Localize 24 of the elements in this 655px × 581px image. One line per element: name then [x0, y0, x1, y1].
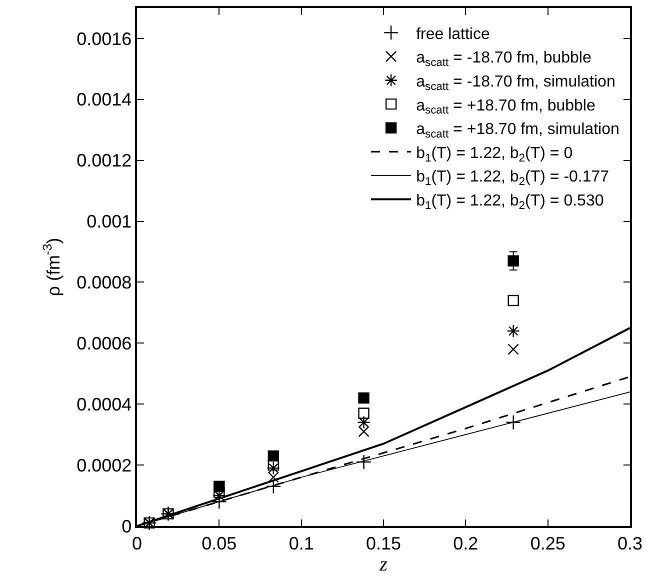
x-tick-label: 0.3: [617, 533, 643, 554]
x-axis-title: z: [378, 553, 388, 576]
legend-label: a$_{scatt}$ = +18.70 fm, bubble: [416, 97, 596, 117]
legend-label: b$_{1}$(T) = 1.22, b$_{2}$(T) = 0: [416, 144, 573, 164]
legend-label: a$_{scatt}$ = +18.70 fm, simulation: [416, 121, 620, 140]
legend-label: b$_{1}$(T) = 1.22, b$_{2}$(T) = 0.530: [416, 192, 604, 212]
y-tick-label: 0.0016: [76, 28, 132, 49]
y-tick-label: 0.0002: [76, 455, 132, 476]
y-tick-label: 0.0012: [76, 150, 132, 171]
y-tick-label: 0.0014: [76, 90, 132, 110]
y-tick-label: 0.001: [86, 212, 132, 232]
legend-label: b$_{1}$(T) = 1.22, b$_{2}$(T) = -0.177: [416, 168, 610, 188]
x-tick-label: 0.25: [530, 533, 566, 554]
x-tick-label: 0.15: [366, 533, 402, 554]
x-tick-label: 0.2: [453, 533, 478, 554]
y-tick-label: 0: [122, 516, 132, 536]
x-tick-label: 0.05: [202, 533, 237, 554]
y-tick-label: 0.0008: [76, 272, 132, 293]
legend-label: a$_{scatt}$ = -18.70 fm, simulation: [416, 74, 616, 93]
legend-label: free lattice: [416, 26, 490, 43]
y-tick-label: 0.0004: [76, 394, 132, 414]
y-tick-label: 0.0006: [76, 333, 132, 354]
legend-label: a$_{scatt}$ = -18.70 fm, bubble: [416, 50, 592, 70]
x-tick-label: 0.1: [288, 533, 314, 554]
